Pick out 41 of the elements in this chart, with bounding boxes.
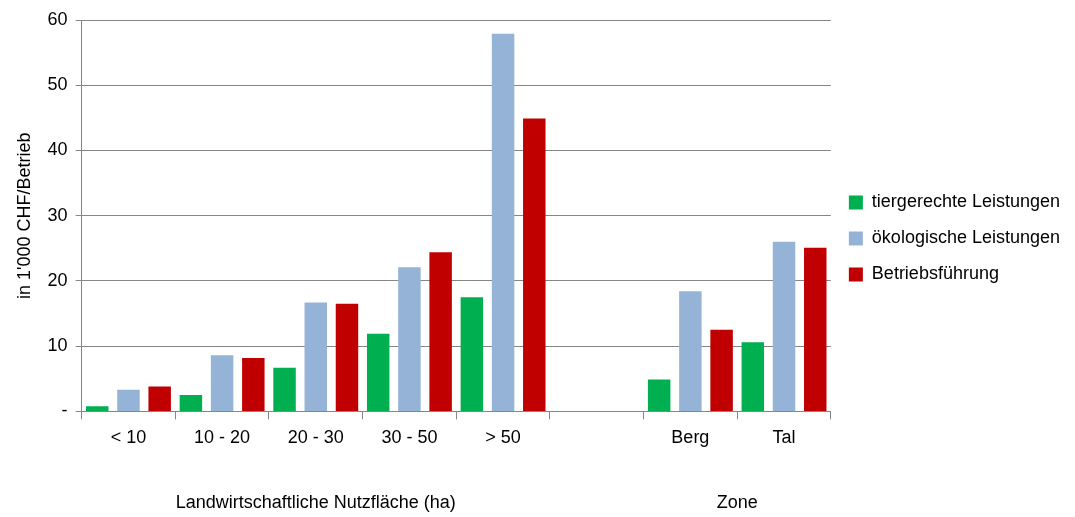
y-tick-label: 40 — [47, 139, 68, 160]
text: Landwirtschaftliche Nutzfläche (ha) — [175, 492, 456, 512]
bar — [429, 252, 452, 411]
y-tick-label: 50 — [47, 74, 68, 95]
y-tick-label: - — [61, 400, 68, 421]
x-tick-label: > 50 — [485, 427, 521, 448]
bar — [335, 303, 359, 411]
bar — [210, 355, 234, 411]
bar — [366, 333, 390, 411]
legend-label: Betriebsführung — [871, 263, 999, 284]
bar — [398, 267, 421, 411]
bar — [242, 357, 265, 411]
bar — [741, 342, 765, 411]
bar — [85, 406, 109, 411]
bar — [647, 379, 671, 411]
y-tick-label: 20 — [47, 269, 68, 290]
bar — [523, 118, 546, 411]
x-tick-label: < 10 — [110, 427, 147, 448]
legend-label: tiergerechte Leistungen — [871, 191, 1060, 212]
y-tick-label: 60 — [47, 8, 68, 29]
bar — [460, 297, 484, 411]
x-tick-label: Tal — [772, 427, 796, 448]
x-tick-label: 20 - 30 — [287, 427, 344, 448]
bar — [679, 291, 702, 411]
x-tick-label: Berg — [671, 427, 710, 448]
x-tick-label: 10 - 20 — [194, 427, 251, 448]
y-tick-label: 30 — [47, 204, 68, 225]
bar — [804, 247, 827, 411]
bar — [117, 389, 140, 411]
bar — [304, 302, 327, 411]
x-tick-label: 30 - 50 — [381, 427, 438, 448]
y-tick-label: 10 — [47, 335, 68, 356]
bar — [148, 386, 171, 411]
bar — [710, 329, 733, 411]
bar — [179, 395, 203, 411]
legend-label: ökologische Leistungen — [871, 227, 1060, 248]
bar — [273, 367, 296, 411]
y-axis-title: in 1'000 CHF/Betrieb — [13, 132, 34, 299]
bar — [491, 33, 515, 411]
text: Zone — [716, 492, 758, 512]
bar — [772, 241, 796, 411]
